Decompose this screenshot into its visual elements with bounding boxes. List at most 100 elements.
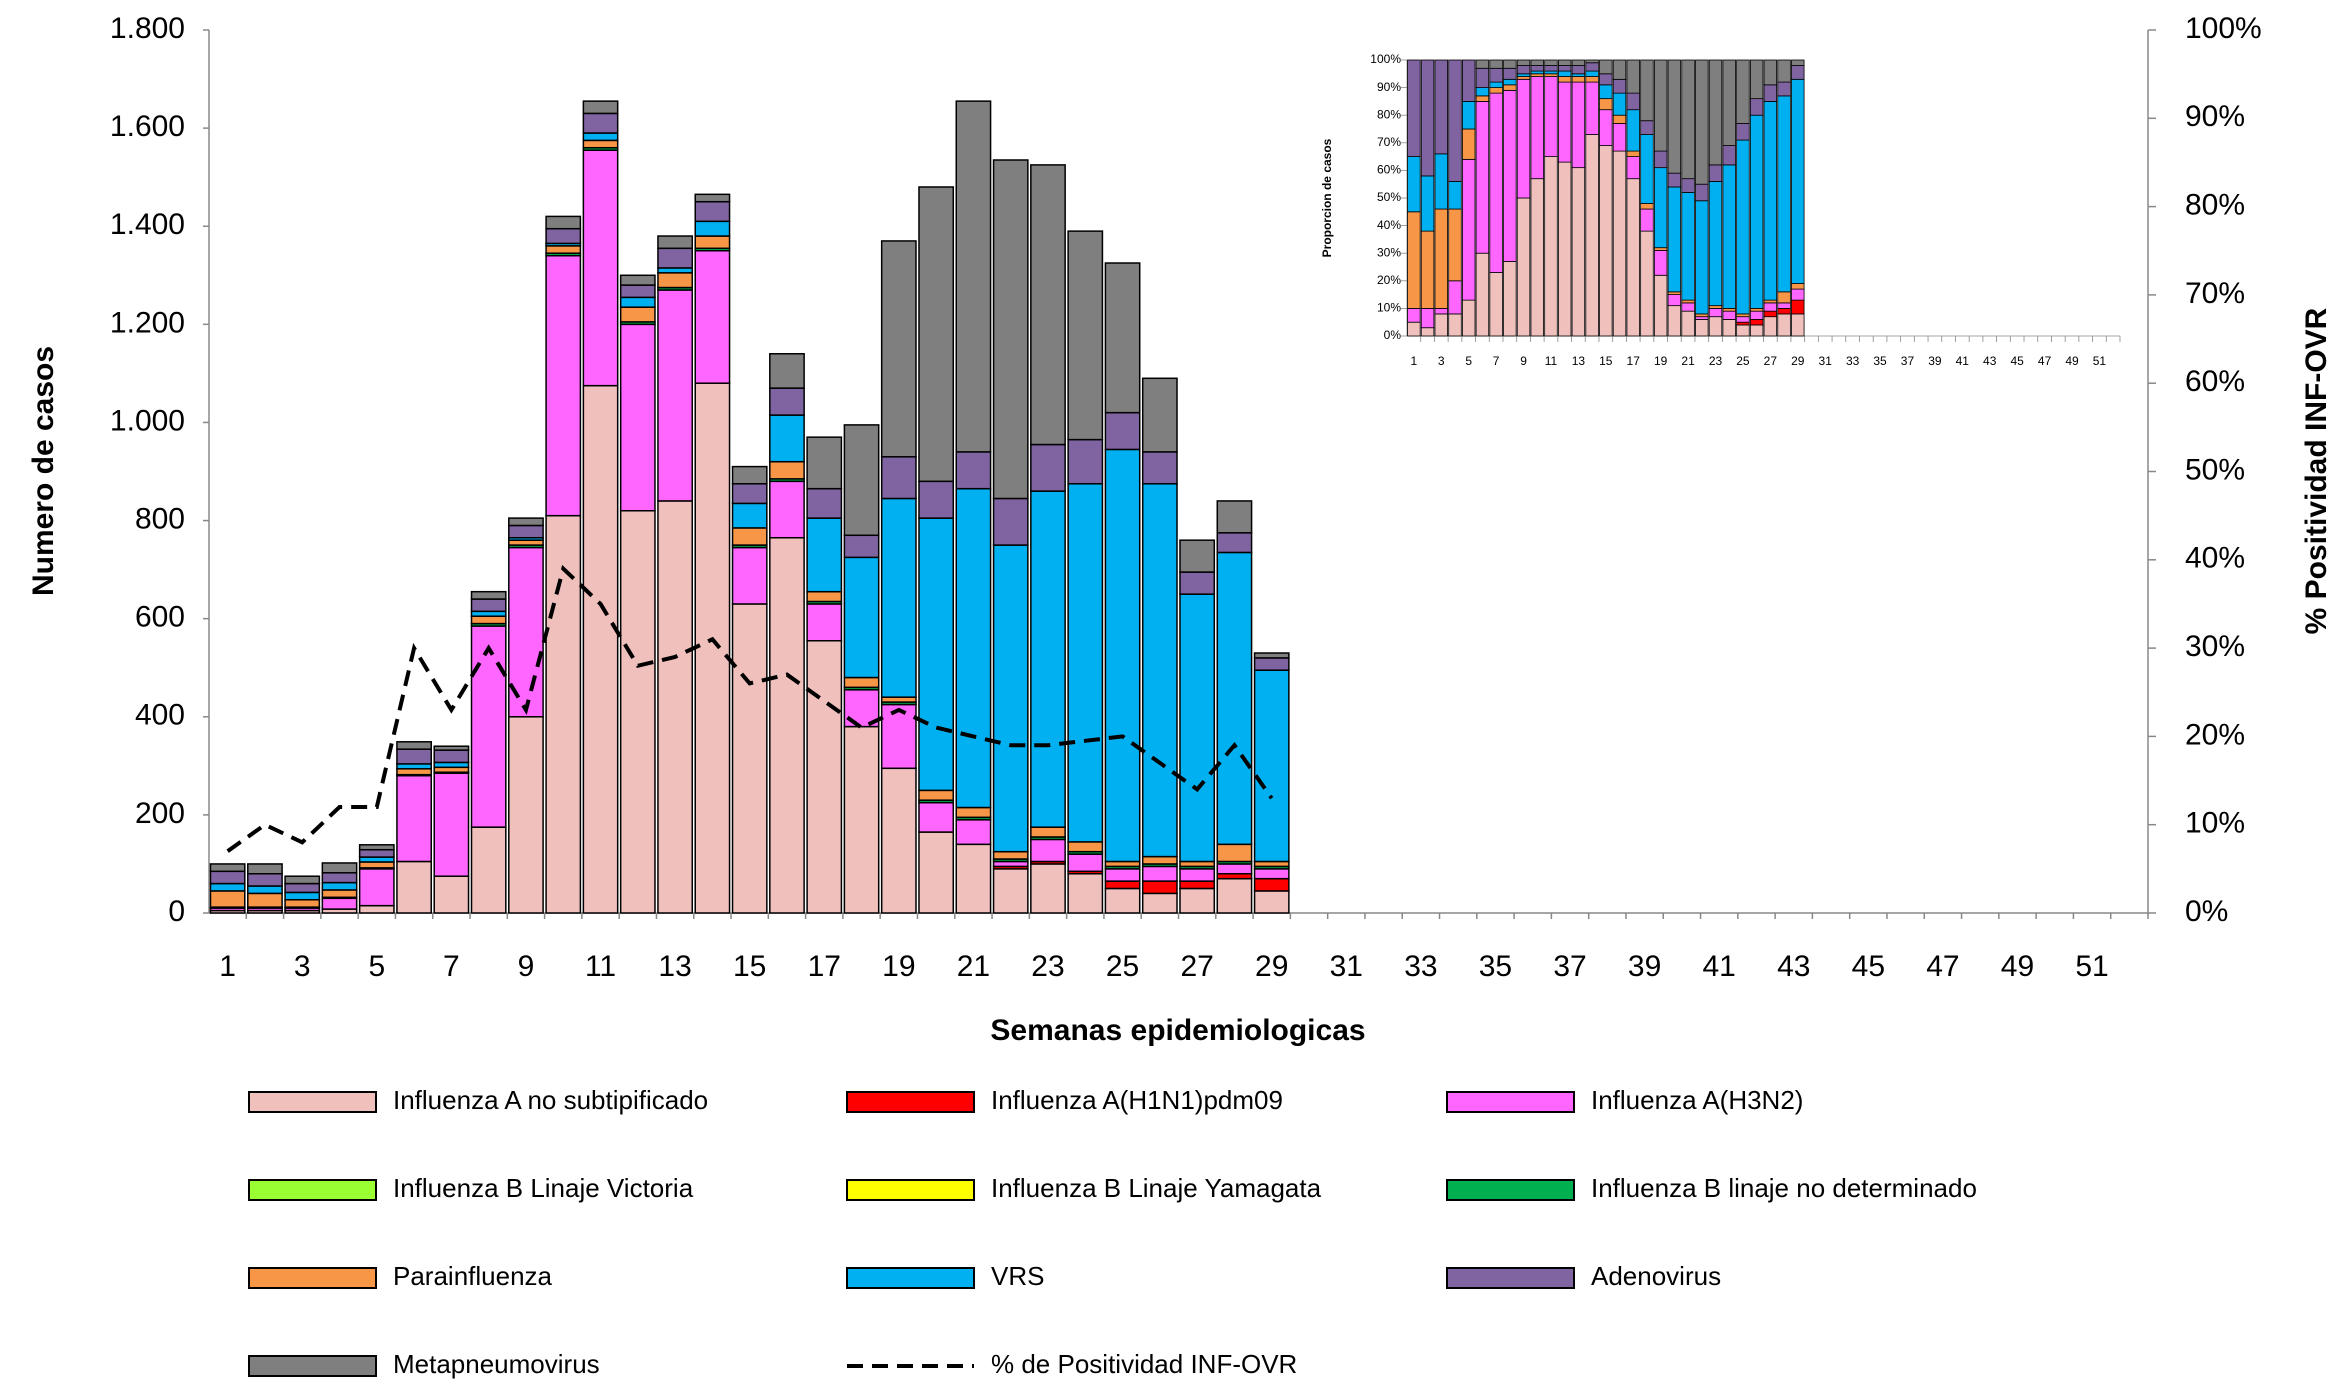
- bar-segment: [1722, 307, 1736, 312]
- bar-segment: [1030, 863, 1066, 914]
- legend-swatch: [248, 1179, 377, 1201]
- bar-segment: [1141, 855, 1178, 865]
- y-tick-label: 800: [135, 502, 185, 535]
- bar-segment: [843, 556, 880, 679]
- x-tick-label: 49: [2001, 950, 2034, 983]
- x-tick-label: 23: [1709, 354, 1723, 368]
- bar-segment: [1489, 92, 1503, 273]
- bar-segment: [358, 848, 395, 858]
- bar-segment: [1695, 313, 1709, 318]
- bar-segment: [1448, 181, 1462, 210]
- bar-segment: [1104, 880, 1141, 890]
- bar-segment: [1640, 134, 1654, 204]
- bar-segment: [806, 603, 843, 642]
- bar-segment: [1681, 192, 1695, 301]
- bar-segment: [545, 254, 582, 517]
- bar-segment: [1777, 291, 1791, 304]
- bar-segment: [1777, 313, 1791, 337]
- bar-segment: [657, 289, 694, 502]
- bar-segment: [1448, 59, 1462, 182]
- bar-segment: [1585, 81, 1599, 135]
- x-tick-label: 11: [1545, 354, 1558, 368]
- x-tick-label: 21: [1681, 354, 1695, 368]
- bar-segment: [321, 897, 358, 910]
- bar-segment: [992, 497, 1029, 546]
- y-tick-label: 100%: [1370, 52, 1401, 66]
- bar-segment: [470, 615, 507, 625]
- bar-segment: [992, 159, 1029, 500]
- bar-segment: [433, 772, 470, 877]
- bar-segment: [731, 546, 768, 605]
- bar-segment: [1434, 59, 1448, 155]
- bar-segment: [582, 149, 619, 387]
- bar-segment: [1489, 272, 1503, 337]
- bar-segment: [247, 892, 283, 908]
- bar-segment: [1791, 78, 1805, 284]
- bar-segment: [1516, 73, 1531, 77]
- bar-segment: [1626, 109, 1640, 152]
- bar-segment: [1141, 892, 1178, 914]
- bar-segment: [619, 306, 656, 323]
- x-tick-label: 35: [1479, 950, 1512, 983]
- bar-segment: [1571, 73, 1586, 77]
- y2-tick-label: 80%: [2185, 189, 2245, 222]
- bar-segment: [1253, 890, 1290, 914]
- legend-label: VRS: [991, 1261, 1044, 1291]
- bar-segment: [1434, 153, 1448, 210]
- bar-segment: [1461, 101, 1476, 130]
- y-tick-label: 40%: [1377, 218, 1401, 232]
- x-tick-label: 17: [808, 950, 841, 983]
- bar-segment: [1475, 67, 1490, 88]
- x-tick-label: 13: [658, 950, 691, 983]
- x-tick-label: 45: [2010, 354, 2024, 368]
- bar-segment: [955, 806, 992, 819]
- bar-segment: [1420, 307, 1435, 329]
- bar-segment: [694, 220, 731, 237]
- bar-segment: [1557, 59, 1572, 66]
- bar-segment: [284, 891, 321, 901]
- bar-segment: [1722, 319, 1736, 337]
- bar-segment: [806, 487, 843, 519]
- bar-segment: [545, 245, 582, 254]
- bar-segment: [1667, 294, 1682, 307]
- bar-segment: [1653, 150, 1668, 169]
- y-tick-label: 50%: [1377, 190, 1401, 204]
- x-tick-label: 7: [1493, 354, 1500, 368]
- bar-segment: [321, 889, 358, 899]
- y-tick-label: 0: [168, 895, 185, 928]
- bar-segment: [843, 676, 880, 689]
- x-tick-label: 5: [368, 950, 385, 983]
- bar-segment: [1667, 59, 1682, 174]
- bar-segment: [1516, 78, 1531, 199]
- x-tick-label: 1: [219, 950, 236, 983]
- bar-segment: [1407, 156, 1421, 213]
- y2-tick-label: 50%: [2185, 453, 2245, 486]
- bar-segment: [769, 353, 805, 389]
- bar-segment: [1681, 302, 1695, 312]
- bar-segment: [1475, 87, 1490, 97]
- bar-segment: [321, 881, 358, 891]
- x-tick-label: 3: [1438, 354, 1445, 368]
- legend-swatch: [248, 1355, 377, 1377]
- x-tick-label: 51: [2093, 354, 2107, 368]
- y2-tick-label: 90%: [2185, 100, 2245, 133]
- bar-segment: [806, 517, 843, 593]
- x-tick-label: 9: [1520, 354, 1527, 368]
- bar-segment: [582, 132, 619, 142]
- bar-segment: [1571, 81, 1586, 169]
- bar-segment: [1461, 299, 1476, 337]
- bar-segment: [619, 323, 656, 512]
- bar-segment: [1179, 571, 1216, 595]
- bar-segment: [1695, 59, 1709, 185]
- bar-segment: [1434, 313, 1448, 337]
- bar-segment: [1557, 76, 1572, 83]
- x-tick-label: 13: [1572, 354, 1586, 368]
- bar-segment: [1626, 59, 1640, 94]
- bar-segment: [209, 882, 246, 892]
- bar-segment: [1736, 139, 1750, 315]
- bar-segment: [396, 774, 432, 863]
- bar-segment: [619, 509, 656, 914]
- bar-segment: [1640, 208, 1654, 232]
- x-tick-label: 1: [1411, 354, 1418, 368]
- bar-segment: [1141, 880, 1178, 895]
